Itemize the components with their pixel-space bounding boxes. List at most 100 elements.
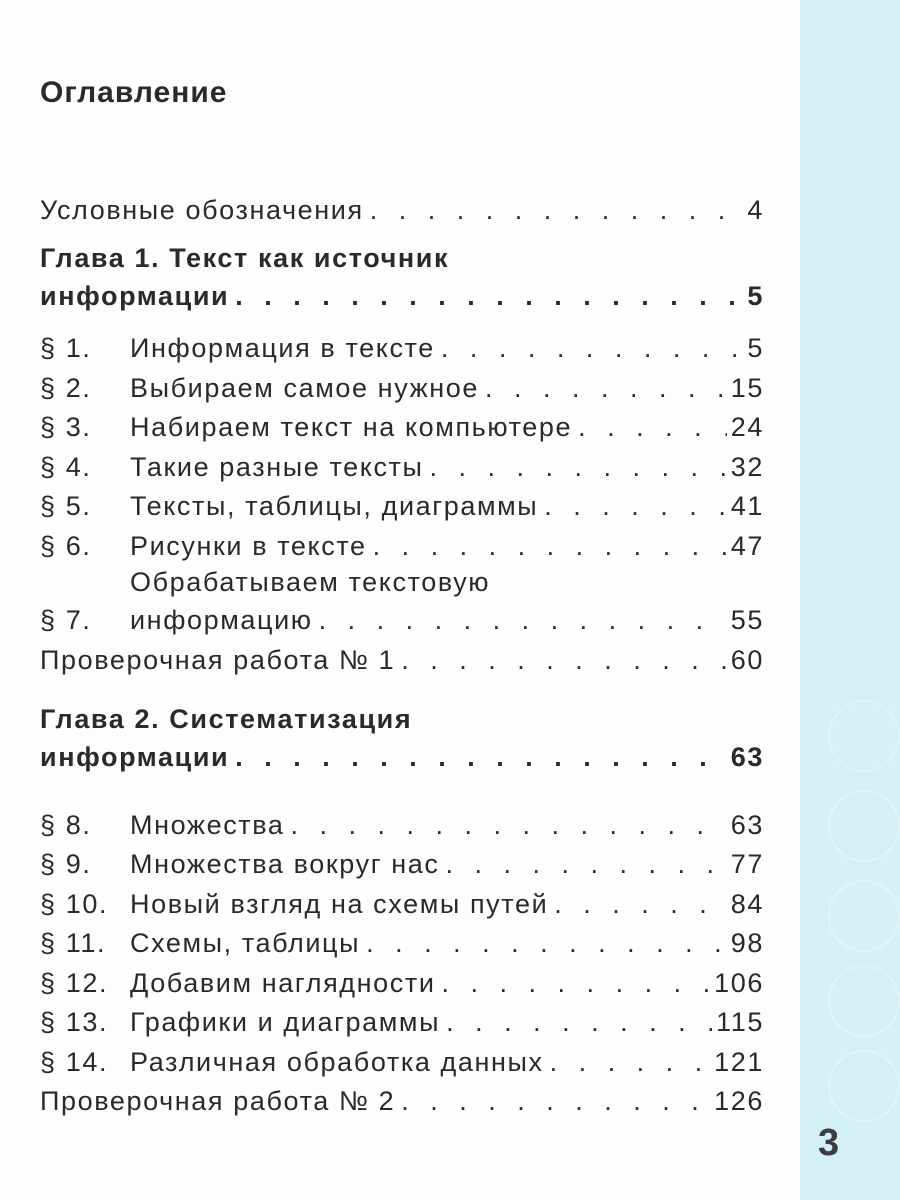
dot-leader: . . . . . . . . . . . . . . . . . . . . …	[446, 1007, 712, 1037]
page-ref: 5	[747, 333, 764, 363]
toc-entry: § 2. Выбираем самое нужное . . . . . . . …	[40, 370, 764, 406]
page-ref: 98	[730, 928, 764, 958]
toc-entry: § 3. Набираем текст на компьютере . . . .…	[40, 409, 764, 445]
page-ref: 106	[714, 968, 764, 998]
toc-entry-title: Схемы, таблицы	[130, 928, 361, 958]
section-number: § 11.	[40, 928, 107, 958]
toc-entry-title: Информация в тексте	[130, 333, 435, 363]
toc-entry: § 9. Множества вокруг нас . . . . . . . .…	[40, 846, 764, 882]
page-ref: 121	[714, 1047, 764, 1077]
toc-entry: § 8. Множества . . . . . . . . . . . . . …	[40, 807, 764, 843]
toc-entry: § 13. Графики и диаграммы . . . . . . . .…	[40, 1004, 764, 1040]
page-ref: 63	[730, 742, 764, 772]
page-ref: 47	[730, 531, 764, 561]
toc-entry-title: Набираем текст на компьютере	[130, 412, 573, 442]
page-ref: 32	[730, 452, 764, 482]
page-ref: 4	[747, 195, 764, 225]
toc-entry: § 5. Тексты, таблицы, диаграммы . . . . .…	[40, 488, 764, 524]
section-number: § 6.	[40, 531, 92, 561]
page-ref: 84	[730, 889, 764, 919]
dot-leader: . . . . . . . . . . . . . . . . . . . . …	[485, 373, 727, 403]
toc-entry-title: Условные обозначения	[40, 195, 364, 225]
decorative-circle	[828, 1050, 900, 1122]
decorative-circle	[828, 880, 900, 952]
toc-entry: информации . . . . . . . . . . . . . . .…	[40, 278, 764, 314]
dot-leader: . . . . . . . . . . . . . . . . . . . . …	[369, 195, 744, 225]
toc-entry-title: Рисунки в тексте	[130, 531, 367, 561]
section-number: § 10.	[40, 889, 109, 919]
dot-leader: . . . . . . . . . . . . . . . . . . . . …	[544, 491, 726, 521]
decorative-circle	[828, 790, 900, 862]
dot-leader: . . . . . . . . . . . . . . . . . . . . …	[366, 928, 727, 958]
section-number: § 1.	[40, 333, 92, 363]
dot-leader: . . . . . . . . . . . . . . . . . . . . …	[401, 1086, 710, 1116]
section-number: § 5.	[40, 491, 92, 521]
page-ref: 63	[730, 810, 764, 840]
decorative-circle	[828, 965, 900, 1037]
toc-entry-title: Глава 2. Систематизация	[40, 704, 413, 734]
toc-entry: § 12. Добавим наглядности . . . . . . . .…	[40, 965, 764, 1001]
toc-entry-title-continued: информации	[40, 281, 230, 311]
toc-entry: Проверочная работа № 2 . . . . . . . . .…	[40, 1083, 764, 1119]
dot-leader: . . . . . . . . . . . . . . . . . . . . …	[318, 605, 727, 635]
toc-entry-title: Глава 1. Текст как источник	[40, 243, 450, 273]
toc-entry-title: Различная обработка данных	[130, 1047, 544, 1077]
dot-leader: . . . . . . . . . . . . . . . . . . . . …	[441, 968, 711, 998]
toc-entry-title: Проверочная работа № 1	[40, 645, 396, 675]
toc-entry-title: Множества вокруг нас	[130, 849, 440, 879]
page-ref: 24	[730, 412, 764, 442]
section-number: § 12.	[40, 968, 109, 998]
toc-entry: § 10. Новый взгляд на схемы путей . . . .…	[40, 886, 764, 922]
page-ref: 15	[730, 373, 764, 403]
toc-entry: § 4. Такие разные тексты . . . . . . . . …	[40, 449, 764, 485]
toc-entry-title: Выбираем самое нужное	[130, 373, 480, 403]
page-title: Оглавление	[40, 76, 228, 109]
dot-leader: . . . . . . . . . . . . . . . . . . . . …	[235, 742, 727, 772]
dot-leader: . . . . . . . . . . . . . . . . . . . . …	[290, 810, 727, 840]
section-number: § 7.	[40, 605, 92, 635]
toc-entry-title: Обрабатываем текстовую	[130, 567, 491, 597]
page-ref: 60	[730, 645, 764, 675]
section-number: § 2.	[40, 373, 92, 403]
section-number: § 4.	[40, 452, 92, 482]
dot-leader: . . . . . . . . . . . . . . . . . . . . …	[235, 281, 743, 311]
toc-entry-title-continued: информацию	[130, 605, 313, 635]
toc-entry: Проверочная работа № 1 . . . . . . . . .…	[40, 642, 764, 678]
toc-entry: § 14. Различная обработка данных . . . . …	[40, 1044, 764, 1080]
toc-entry: § 11. Схемы, таблицы . . . . . . . . . . …	[40, 925, 764, 961]
toc-entry-title-continued: информации	[40, 742, 230, 772]
dot-leader: . . . . . . . . . . . . . . . . . . . . …	[440, 333, 744, 363]
page-ref: 77	[730, 849, 764, 879]
toc-entry-title: Тексты, таблицы, диаграммы	[130, 491, 539, 521]
toc-entry-title: Множества	[130, 810, 285, 840]
page-edge-strip	[800, 0, 900, 1200]
toc-entry: § 6. Рисунки в тексте . . . . . . . . . .…	[40, 528, 764, 564]
page-number: 3	[818, 1122, 840, 1164]
page-ref: 126	[714, 1086, 764, 1116]
toc-entry-title: Такие разные тексты	[130, 452, 424, 482]
dot-leader: . . . . . . . . . . . . . . . . . . . . …	[578, 412, 727, 442]
toc-entry: Условные обозначения . . . . . . . . . .…	[40, 192, 764, 228]
page-ref: 55	[730, 605, 764, 635]
section-number: § 13.	[40, 1007, 109, 1037]
page-ref: 5	[747, 281, 764, 311]
page-ref: 115	[716, 1007, 764, 1037]
dot-leader: . . . . . . . . . . . . . . . . . . . . …	[372, 531, 727, 561]
toc-entry: информации . . . . . . . . . . . . . . .…	[40, 739, 764, 775]
dot-leader: . . . . . . . . . . . . . . . . . . . . …	[401, 645, 727, 675]
dot-leader: . . . . . . . . . . . . . . . . . . . . …	[445, 849, 726, 879]
dot-leader: . . . . . . . . . . . . . . . . . . . . …	[549, 1047, 710, 1077]
toc-entry: § 1. Информация в тексте . . . . . . . . …	[40, 330, 764, 366]
section-number: § 3.	[40, 412, 92, 442]
toc-entry-title: Проверочная работа № 2	[40, 1086, 396, 1116]
section-number: § 14.	[40, 1047, 109, 1077]
dot-leader: . . . . . . . . . . . . . . . . . . . . …	[429, 452, 727, 482]
dot-leader: . . . . . . . . . . . . . . . . . . . . …	[554, 889, 727, 919]
decorative-circle	[828, 700, 900, 772]
page-ref: 41	[730, 491, 764, 521]
section-number: § 8.	[40, 810, 92, 840]
toc-entry-title: Новый взгляд на схемы путей	[130, 889, 549, 919]
toc-entry: § 7. информацию . . . . . . . . . . . . .…	[40, 602, 764, 638]
toc-entry-title: Графики и диаграммы	[130, 1007, 441, 1037]
section-number: § 9.	[40, 849, 92, 879]
